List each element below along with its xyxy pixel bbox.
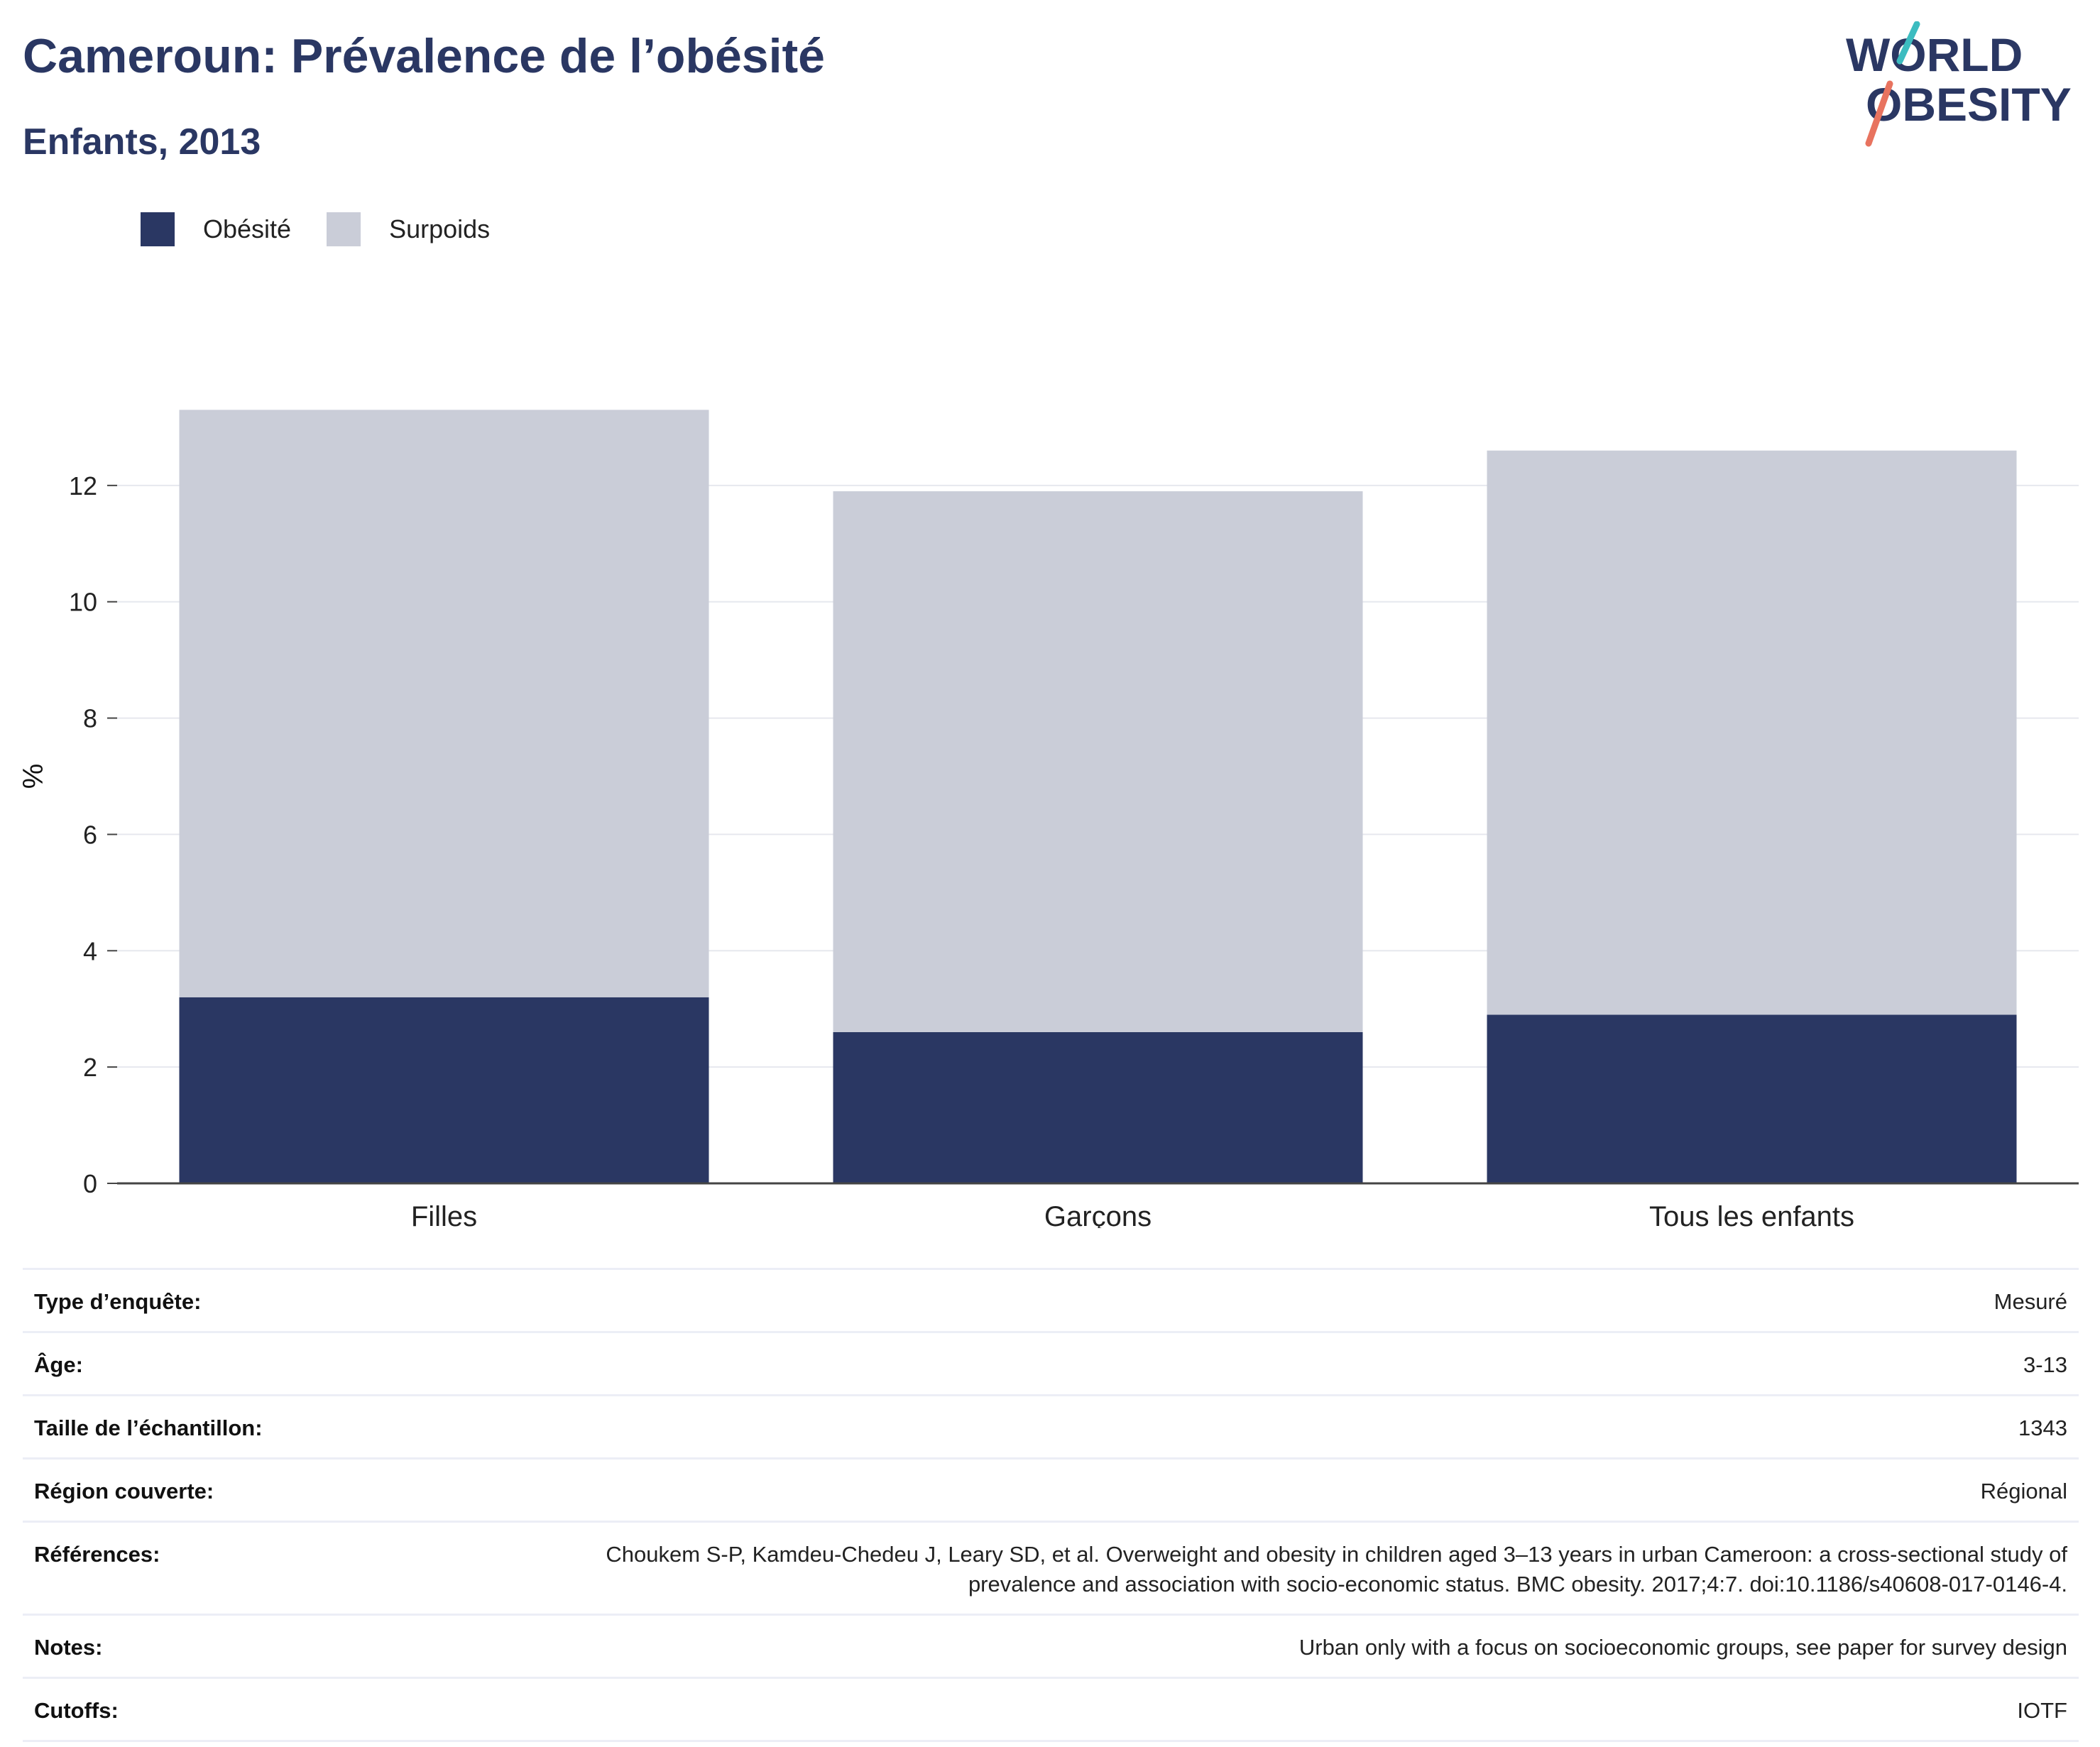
info-value-survey-type: Mesuré (1994, 1289, 2067, 1314)
y-tick-label: 8 (83, 704, 97, 733)
info-label-sample-size: Taille de l’échantillon: (34, 1415, 263, 1440)
logo-text-obesity: OBESITY (1866, 78, 2072, 131)
legend-item-surpoids[interactable]: Surpoids (327, 212, 490, 246)
info-value-cutoffs: IOTF (2017, 1698, 2067, 1723)
bar-surpoids-1[interactable] (833, 491, 1363, 1032)
y-tick-label: 2 (83, 1053, 97, 1082)
chart-bars (179, 410, 2017, 1183)
info-row-survey-type: Type d’enquête: Mesuré (23, 1270, 2079, 1333)
info-label-cutoffs: Cutoffs: (34, 1698, 119, 1723)
y-tick-label: 12 (69, 471, 97, 500)
chart-title: Cameroun: Prévalence de l’obésité (23, 29, 825, 83)
info-row-notes: Notes: Urban only with a focus on socioe… (23, 1616, 2079, 1679)
y-tick-label: 6 (83, 820, 97, 849)
chart-subtitle: Enfants, 2013 (23, 121, 261, 163)
info-label-region: Région couverte: (34, 1479, 214, 1504)
survey-info-table: Type d’enquête: Mesuré Âge: 3-13 Taille … (23, 1268, 2079, 1742)
legend-item-obesite[interactable]: Obésité (141, 212, 291, 246)
info-value-notes: Urban only with a focus on socioeconomic… (1298, 1635, 2067, 1660)
info-value-references: Choukem S-P, Kamdeu-Chedeu J, Leary SD, … (606, 1542, 2067, 1597)
info-label-survey-type: Type d’enquête: (34, 1289, 202, 1314)
legend-swatch-surpoids (327, 212, 361, 246)
world-obesity-logo: WORLD OBESITY (1846, 21, 2072, 147)
logo-slash-top (1896, 21, 1920, 65)
y-axis-ticks: 0 2 4 6 8 10 12 (69, 471, 117, 1198)
y-tick-label: 4 (83, 936, 97, 965)
info-value-region: Régional (1980, 1479, 2067, 1504)
logo-text-world: WORLD (1846, 28, 2023, 81)
bar-obesite-0[interactable] (179, 997, 709, 1183)
y-tick-label: 10 (69, 588, 97, 617)
bar-surpoids-0[interactable] (179, 410, 709, 997)
x-tick-label: Filles (411, 1201, 477, 1228)
legend-swatch-obesite (141, 212, 175, 246)
info-label-age: Âge: (34, 1352, 83, 1377)
info-row-region: Région couverte: Régional (23, 1460, 2079, 1523)
info-value-age: 3-13 (2023, 1352, 2067, 1377)
info-label-references: Références: (34, 1542, 160, 1567)
x-tick-label: Tous les enfants (1649, 1201, 1854, 1228)
chart-legend: Obésité Surpoids (141, 212, 525, 247)
logo-slash-bottom (1865, 80, 1893, 147)
info-label-notes: Notes: (34, 1635, 103, 1660)
info-row-sample-size: Taille de l’échantillon: 1343 (23, 1396, 2079, 1460)
info-row-age: Âge: 3-13 (23, 1333, 2079, 1396)
legend-label-surpoids: Surpoids (389, 214, 491, 243)
x-tick-label: Garçons (1044, 1201, 1152, 1228)
y-tick-label: 0 (83, 1169, 97, 1198)
bar-obesite-1[interactable] (833, 1031, 1363, 1183)
info-row-cutoffs: Cutoffs: IOTF (23, 1679, 2079, 1742)
bar-obesite-2[interactable] (1487, 1014, 2017, 1183)
bar-surpoids-2[interactable] (1487, 450, 2017, 1015)
info-value-sample-size: 1343 (2018, 1415, 2067, 1440)
x-axis-ticks: Filles Garçons Tous les enfants (411, 1201, 1854, 1228)
legend-label-obesite: Obésité (203, 214, 292, 243)
y-axis-label: % (18, 764, 49, 789)
info-row-references: Références: Choukem S-P, Kamdeu-Chedeu J… (23, 1523, 2079, 1616)
